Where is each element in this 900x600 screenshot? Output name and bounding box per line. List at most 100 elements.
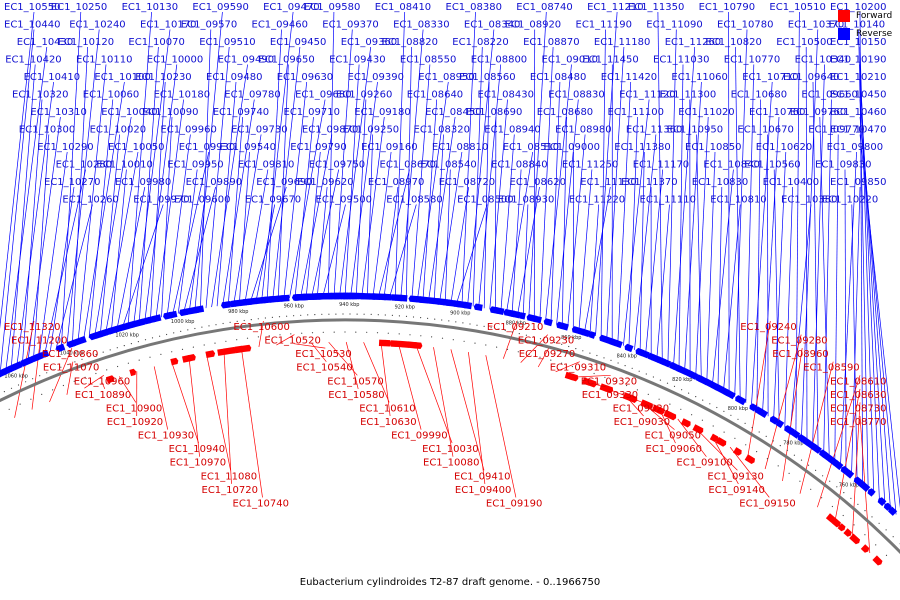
gene-label[interactable]: EC1_10550 bbox=[4, 2, 60, 13]
gene-label[interactable]: EC1_09180 bbox=[354, 107, 410, 118]
gene-label[interactable]: EC1_08500 bbox=[457, 195, 513, 206]
gene-label[interactable]: EC1_09710 bbox=[284, 107, 340, 118]
gene-label[interactable]: EC1_10210 bbox=[830, 72, 886, 83]
gene-label[interactable]: EC1_08580 bbox=[386, 195, 442, 206]
gene-label[interactable]: EC1_09250 bbox=[343, 125, 399, 136]
gene-label[interactable]: EC1_09990 bbox=[391, 431, 447, 442]
gene-label[interactable]: EC1_10790 bbox=[699, 2, 755, 13]
gene-label[interactable]: EC1_09950 bbox=[167, 160, 223, 171]
gene-label[interactable]: EC1_08960 bbox=[772, 349, 828, 360]
gene-label[interactable]: EC1_10110 bbox=[76, 55, 132, 66]
gene-label[interactable]: EC1_09770 bbox=[808, 125, 864, 136]
gene-label[interactable]: EC1_09730 bbox=[231, 125, 287, 136]
gene-label[interactable]: EC1_09980 bbox=[115, 177, 171, 188]
gene-label[interactable]: EC1_10440 bbox=[4, 20, 60, 31]
gene-label[interactable]: EC1_09280 bbox=[771, 336, 827, 347]
gene-label[interactable]: EC1_11110 bbox=[640, 195, 696, 206]
gene-label[interactable]: EC1_11420 bbox=[601, 72, 657, 83]
gene-label[interactable]: EC1_11220 bbox=[569, 195, 625, 206]
gene-label[interactable]: EC1_10150 bbox=[830, 37, 886, 48]
gene-label[interactable]: EC1_09630 bbox=[277, 72, 333, 83]
gene-label[interactable]: EC1_10460 bbox=[830, 107, 886, 118]
gene-label[interactable]: EC1_09370 bbox=[322, 20, 378, 31]
gene-label[interactable]: EC1_09240 bbox=[740, 322, 796, 333]
gene-label[interactable]: EC1_10770 bbox=[724, 55, 780, 66]
gene-label[interactable]: EC1_11100 bbox=[608, 107, 664, 118]
gene-label[interactable]: EC1_10940 bbox=[169, 444, 225, 455]
gene-label[interactable]: EC1_10820 bbox=[705, 37, 761, 48]
gene-label[interactable]: EC1_09580 bbox=[304, 2, 360, 13]
gene-label[interactable]: EC1_09270 bbox=[519, 349, 575, 360]
gene-label[interactable]: EC1_10760 bbox=[749, 107, 805, 118]
gene-label[interactable]: EC1_08730 bbox=[830, 403, 886, 414]
gene-label[interactable]: EC1_09470 bbox=[263, 2, 319, 13]
gene-label[interactable]: EC1_09360 bbox=[341, 37, 397, 48]
gene-label[interactable]: EC1_08540 bbox=[420, 160, 476, 171]
gene-label[interactable]: EC1_09430 bbox=[329, 55, 385, 66]
gene-label[interactable]: EC1_09140 bbox=[708, 485, 764, 496]
gene-label[interactable]: EC1_10930 bbox=[138, 431, 194, 442]
gene-label[interactable]: EC1_10310 bbox=[30, 107, 86, 118]
gene-label[interactable]: EC1_10670 bbox=[737, 125, 793, 136]
gene-label[interactable]: EC1_08950 bbox=[418, 72, 474, 83]
gene-label[interactable]: EC1_10950 bbox=[667, 125, 723, 136]
gene-label[interactable]: EC1_09390 bbox=[348, 72, 404, 83]
gene-label[interactable]: EC1_10830 bbox=[692, 177, 748, 188]
gene-label[interactable]: EC1_09680 bbox=[295, 90, 351, 101]
gene-label[interactable]: EC1_11250 bbox=[562, 160, 618, 171]
gene-label[interactable]: EC1_11170 bbox=[633, 160, 689, 171]
gene-label[interactable]: EC1_08800 bbox=[471, 55, 527, 66]
gene-label[interactable]: EC1_11380 bbox=[614, 142, 670, 153]
gene-label[interactable]: EC1_11090 bbox=[646, 20, 702, 31]
gene-label[interactable]: EC1_09740 bbox=[213, 107, 269, 118]
gene-label[interactable]: EC1_09010 bbox=[542, 55, 598, 66]
gene-label[interactable]: EC1_10840 bbox=[703, 160, 759, 171]
gene-label[interactable]: EC1_09060 bbox=[646, 444, 702, 455]
gene-label[interactable]: EC1_09400 bbox=[455, 485, 511, 496]
gene-label[interactable]: EC1_08640 bbox=[407, 90, 463, 101]
gene-label[interactable]: EC1_08380 bbox=[446, 2, 502, 13]
gene-label[interactable]: EC1_11060 bbox=[671, 72, 727, 83]
gene-label[interactable]: EC1_10090 bbox=[142, 107, 198, 118]
gene-label[interactable]: EC1_10610 bbox=[359, 403, 415, 414]
gene-label[interactable]: EC1_11360 bbox=[626, 125, 682, 136]
gene-label[interactable]: EC1_09570 bbox=[181, 20, 237, 31]
gene-label[interactable]: EC1_08870 bbox=[523, 37, 579, 48]
gene-label[interactable]: EC1_09750 bbox=[309, 160, 365, 171]
gene-label[interactable]: EC1_10850 bbox=[685, 142, 741, 153]
gene-label[interactable]: EC1_09810 bbox=[238, 160, 294, 171]
gene-label[interactable]: EC1_08680 bbox=[537, 107, 593, 118]
gene-label[interactable]: EC1_10170 bbox=[140, 20, 196, 31]
gene-label[interactable]: EC1_09590 bbox=[192, 2, 248, 13]
gene-label[interactable]: EC1_09600 bbox=[174, 195, 230, 206]
gene-label[interactable]: EC1_10260 bbox=[62, 195, 118, 206]
gene-label[interactable]: EC1_08510 bbox=[503, 142, 559, 153]
gene-label[interactable]: EC1_09850 bbox=[830, 177, 886, 188]
gene-label[interactable]: EC1_09190 bbox=[486, 498, 542, 509]
gene-label[interactable]: EC1_09650 bbox=[258, 55, 314, 66]
gene-label[interactable]: EC1_11300 bbox=[660, 90, 716, 101]
gene-label[interactable]: EC1_10680 bbox=[731, 90, 787, 101]
gene-label[interactable]: EC1_10400 bbox=[763, 177, 819, 188]
gene-label[interactable]: EC1_09620 bbox=[297, 177, 353, 188]
gene-label[interactable]: EC1_09320 bbox=[581, 376, 637, 387]
gene-label[interactable]: EC1_10780 bbox=[717, 20, 773, 31]
gene-label[interactable]: EC1_10540 bbox=[296, 363, 352, 374]
gene-label[interactable]: EC1_10050 bbox=[108, 142, 164, 153]
gene-label[interactable]: EC1_10180 bbox=[154, 90, 210, 101]
gene-label[interactable]: EC1_10530 bbox=[295, 349, 351, 360]
gene-label[interactable]: EC1_10060 bbox=[83, 90, 139, 101]
gene-label[interactable]: EC1_11190 bbox=[576, 20, 632, 31]
gene-label[interactable]: EC1_09310 bbox=[550, 363, 606, 374]
gene-label[interactable]: EC1_10890 bbox=[75, 390, 131, 401]
gene-label[interactable]: EC1_10520 bbox=[264, 336, 320, 347]
gene-label[interactable]: EC1_08630 bbox=[830, 390, 886, 401]
gene-label[interactable]: EC1_09800 bbox=[827, 142, 883, 153]
gene-label[interactable]: EC1_10500 bbox=[776, 37, 832, 48]
gene-label[interactable]: EC1_10920 bbox=[107, 417, 163, 428]
gene-label[interactable]: EC1_09020 bbox=[613, 403, 669, 414]
gene-label[interactable]: EC1_10420 bbox=[5, 55, 61, 66]
gene-label[interactable]: EC1_09460 bbox=[252, 20, 308, 31]
gene-label[interactable]: EC1_10470 bbox=[830, 125, 886, 136]
gene-label[interactable]: EC1_11260 bbox=[665, 37, 721, 48]
